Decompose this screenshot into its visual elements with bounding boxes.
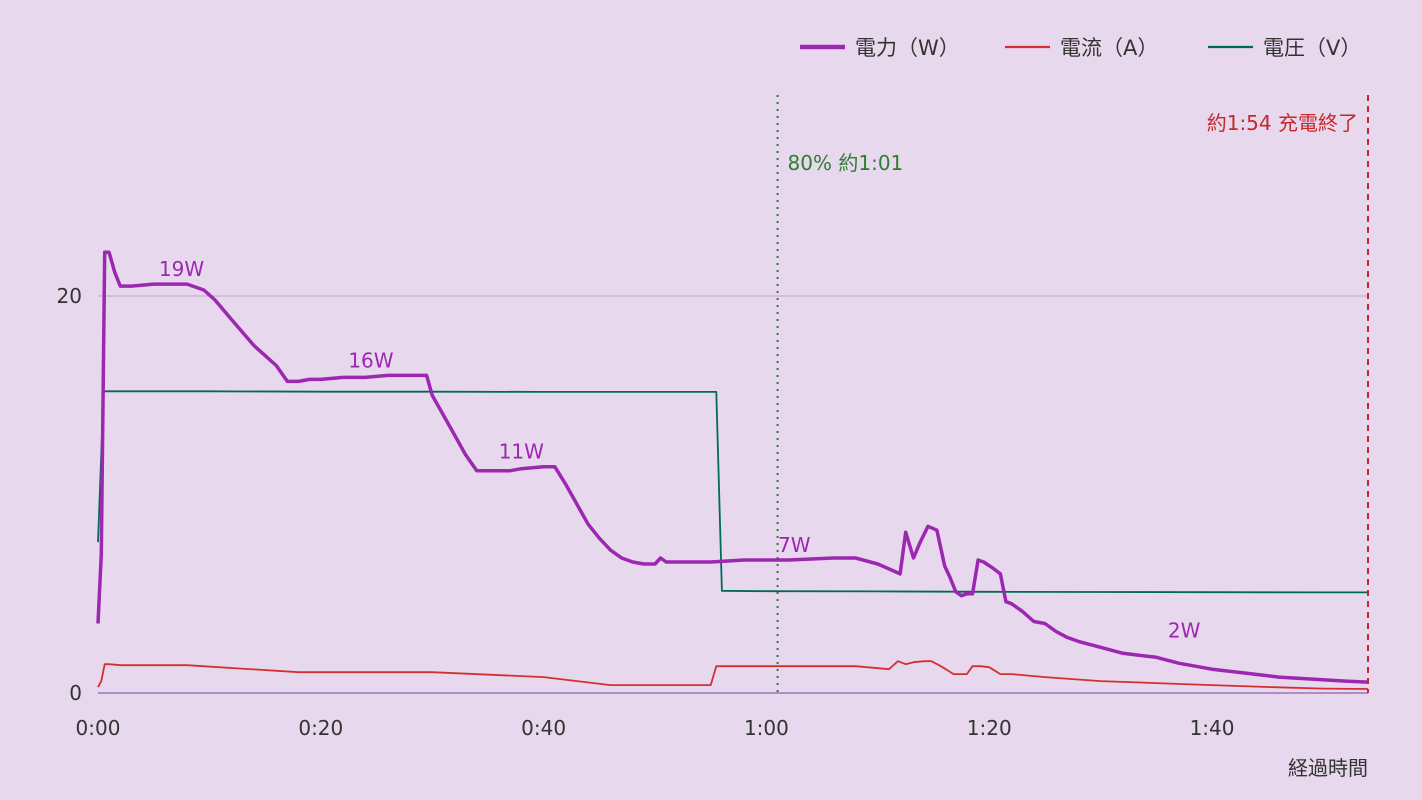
legend-label: 電力（W） bbox=[855, 36, 960, 60]
data-label: 7W bbox=[778, 533, 811, 557]
series-line-2 bbox=[97, 660, 1369, 690]
data-label: 2W bbox=[1168, 618, 1201, 642]
x-tick-label: 1:20 bbox=[967, 716, 1012, 740]
axes: 0 20 0:00 0:20 0:40 1:00 1:20 1:40 bbox=[57, 284, 1368, 740]
data-labels: 19W 16W 11W 7W 2W bbox=[159, 257, 1201, 642]
series-line-3 bbox=[97, 390, 1368, 594]
y-tick-label: 0 bbox=[69, 681, 82, 705]
x-tick-label: 0:00 bbox=[76, 716, 121, 740]
x-axis-label: 経過時間 bbox=[1288, 756, 1368, 780]
data-label: 19W bbox=[159, 257, 204, 281]
annotation-label: 約1:54 充電終了 bbox=[1207, 111, 1358, 135]
data-label: 11W bbox=[499, 440, 544, 464]
y-tick-label: 20 bbox=[57, 284, 82, 308]
legend-label: 電圧（V） bbox=[1263, 36, 1361, 60]
series-lines bbox=[96, 250, 1369, 690]
series-line-1 bbox=[96, 250, 1369, 684]
legend-label: 電流（A） bbox=[1060, 36, 1158, 60]
x-tick-label: 0:40 bbox=[521, 716, 566, 740]
data-label: 16W bbox=[348, 348, 393, 372]
x-tick-label: 0:20 bbox=[298, 716, 343, 740]
legend: 電力（W） 電流（A） 電圧（V） bbox=[800, 36, 1361, 60]
annotation-label: 80% 約1:01 bbox=[788, 151, 904, 175]
annotations: 80% 約1:01 約1:54 充電終了 bbox=[776, 95, 1369, 693]
x-tick-label: 1:40 bbox=[1190, 716, 1235, 740]
x-tick-label: 1:00 bbox=[744, 716, 789, 740]
